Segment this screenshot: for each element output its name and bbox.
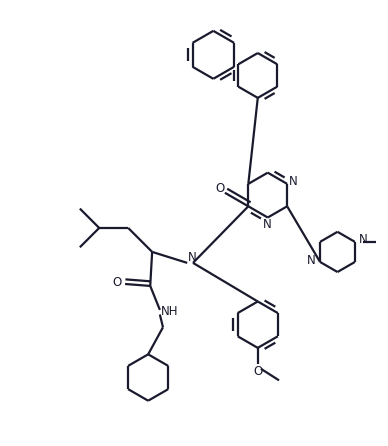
Text: N: N xyxy=(359,233,368,247)
Text: O: O xyxy=(216,182,225,195)
Text: N: N xyxy=(188,251,197,264)
Text: O: O xyxy=(113,276,122,289)
Text: N: N xyxy=(289,175,298,189)
Text: O: O xyxy=(253,365,262,378)
Text: N: N xyxy=(263,218,272,231)
Text: N: N xyxy=(307,253,316,267)
Text: NH: NH xyxy=(161,306,178,318)
